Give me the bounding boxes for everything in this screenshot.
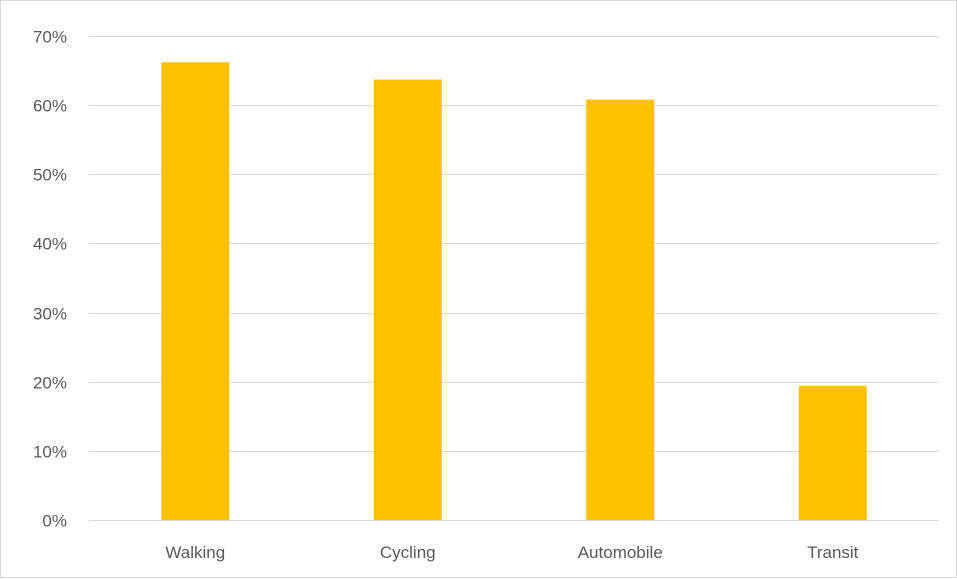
- y-tick-label: 50%: [33, 166, 67, 185]
- bars: [161, 62, 867, 521]
- bar-automobile: [586, 99, 655, 521]
- y-tick-label: 60%: [33, 97, 67, 116]
- y-axis-tick-labels: 0% 10% 20% 30% 40% 50% 60% 70%: [33, 28, 67, 531]
- gridlines: [89, 36, 939, 521]
- bar-transit: [798, 385, 867, 520]
- y-tick-label: 20%: [33, 374, 67, 393]
- bar-walking: [161, 62, 230, 520]
- x-tick-label: Cycling: [380, 543, 436, 562]
- x-tick-label: Walking: [165, 543, 225, 562]
- x-tick-label: Automobile: [578, 543, 663, 562]
- y-tick-label: 0%: [42, 512, 67, 531]
- y-tick-label: 40%: [33, 235, 67, 254]
- y-tick-label: 30%: [33, 305, 67, 324]
- bar-cycling: [373, 79, 442, 520]
- x-tick-label: Transit: [807, 543, 859, 562]
- y-tick-label: 10%: [33, 443, 67, 462]
- x-axis-tick-labels: Walking Cycling Automobile Transit: [165, 543, 858, 562]
- y-tick-label: 70%: [33, 28, 67, 47]
